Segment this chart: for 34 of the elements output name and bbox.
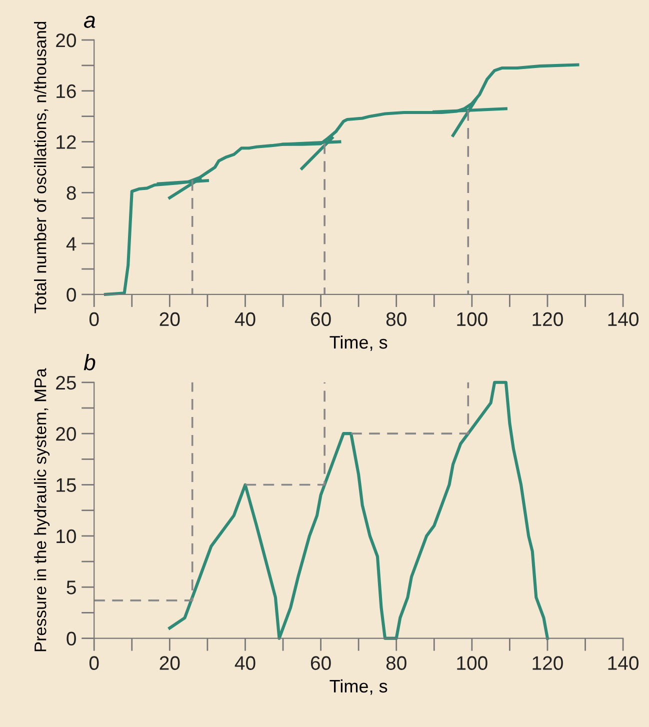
x-axis-title: Time, s: [330, 679, 388, 695]
y-axis-title: Pressure in the hydraulic system, MPa: [34, 368, 50, 652]
y-tick-label: 4: [66, 237, 76, 251]
chart-title: a: [84, 16, 96, 28]
y-tick-label: 10: [56, 529, 76, 544]
y-tick-label: 0: [66, 632, 76, 646]
x-tick-label: 0: [89, 312, 99, 326]
x-tick-label: 80: [386, 656, 406, 670]
x-tick-label: 100: [457, 312, 488, 326]
x-tick-label: 120: [532, 656, 563, 670]
x-tick-label: 60: [310, 312, 331, 326]
y-axis-title: Total number of oscillations, n/thousand: [34, 22, 48, 314]
x-tick-label: 140: [608, 312, 638, 326]
x-tick-label: 40: [234, 656, 256, 670]
y-tick-label: 20: [56, 427, 76, 441]
x-tick-label: 120: [532, 312, 563, 326]
y-tick-label: 25: [56, 376, 76, 390]
y-tick-label: 8: [66, 186, 76, 200]
y-tick-label: 0: [66, 288, 76, 302]
x-tick-label: 20: [160, 656, 180, 670]
x-tick-label: 40: [234, 312, 256, 326]
x-tick-label: 60: [310, 656, 331, 670]
y-tick-label: 12: [56, 135, 76, 149]
x-tick-label: 80: [386, 312, 406, 326]
x-tick-label: 0: [89, 656, 99, 670]
x-tick-label: 20: [160, 312, 180, 326]
x-axis-title: Time, s: [330, 335, 388, 351]
x-tick-label: 100: [457, 656, 488, 670]
y-tick-label: 20: [56, 33, 76, 48]
x-tick-label: 140: [608, 656, 638, 670]
y-tick-label: 5: [66, 580, 76, 594]
y-tick-label: 15: [56, 478, 76, 492]
chart-title: b: [84, 354, 96, 370]
y-tick-label: 16: [56, 84, 76, 98]
